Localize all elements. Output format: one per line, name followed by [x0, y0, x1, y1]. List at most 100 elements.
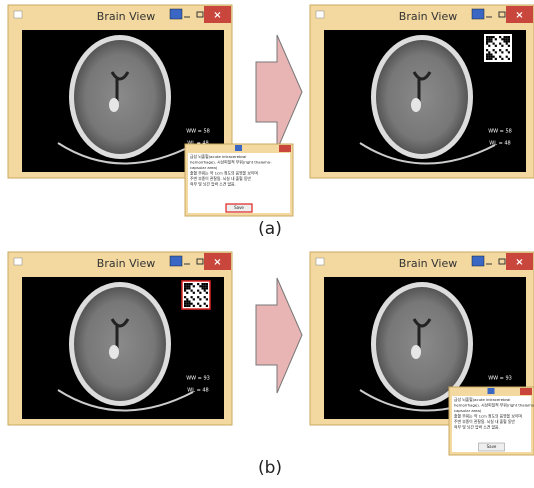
brain — [74, 40, 166, 154]
qr-cell — [206, 298, 208, 300]
figure: Brain View×WW = 58WL = 48Brain View×WW =… — [0, 0, 534, 488]
qr-cell — [199, 285, 201, 287]
qr-cell — [508, 38, 510, 40]
window-title: Brain View — [97, 10, 155, 23]
qr-cell — [506, 56, 508, 58]
dialog-icon — [488, 388, 495, 394]
qr-cell — [186, 285, 188, 287]
qr-cell — [206, 287, 208, 289]
qr-cell — [488, 58, 490, 60]
qr-cell — [493, 56, 495, 58]
close-glyph: × — [213, 257, 221, 268]
arrow — [256, 278, 302, 393]
qr-cell — [186, 300, 188, 302]
qr-cell — [490, 38, 492, 40]
qr-cell — [193, 292, 195, 294]
hemorrhage — [109, 98, 119, 112]
qr-cell — [499, 36, 501, 38]
qr-cell — [503, 40, 505, 42]
close-glyph: × — [213, 10, 221, 21]
window-title: Brain View — [97, 257, 155, 270]
qr-cell — [204, 285, 206, 287]
qr-cell — [184, 305, 186, 307]
qr-cell — [499, 56, 501, 58]
qr-cell — [188, 300, 190, 302]
window-icon — [14, 11, 22, 18]
qr-cell — [506, 40, 508, 42]
qr-cell — [199, 292, 201, 294]
qr-cell — [206, 285, 208, 287]
dialog-close[interactable] — [520, 388, 532, 395]
qr-cell — [501, 51, 503, 53]
qr-cell — [206, 305, 208, 307]
window-icon — [316, 11, 324, 18]
brain — [376, 40, 468, 154]
qr-cell — [184, 296, 186, 298]
qr-cell — [193, 285, 195, 287]
arrow — [256, 35, 302, 150]
qr-cell — [191, 290, 193, 292]
qr-cell — [188, 303, 190, 305]
qr-cell — [501, 38, 503, 40]
qr-cell — [204, 283, 206, 285]
qr-cell — [499, 49, 501, 51]
dialog-icon — [235, 145, 242, 151]
qr-cell — [488, 53, 490, 55]
qr-cell — [508, 51, 510, 53]
qr-cell — [204, 303, 206, 305]
qr-cell — [204, 287, 206, 289]
dialog: 급성 뇌출혈(acute intracerebralhemorrhage). 시… — [185, 144, 293, 216]
qr-cell — [506, 43, 508, 45]
qr-cell — [490, 40, 492, 42]
hemorrhage — [411, 345, 421, 359]
qr-cell — [197, 296, 199, 298]
qr-cell — [490, 53, 492, 55]
qr-cell — [186, 287, 188, 289]
qr-cell — [495, 45, 497, 47]
qr-cell — [486, 40, 488, 42]
qr-cell — [486, 53, 488, 55]
qr-cell — [184, 283, 186, 285]
qr-cell — [206, 283, 208, 285]
close-glyph: × — [515, 257, 523, 268]
qr-cell — [490, 58, 492, 60]
window-icon — [316, 258, 324, 265]
qr-cell — [488, 45, 490, 47]
qr-cell — [186, 292, 188, 294]
title-icon — [472, 9, 484, 19]
dialog-close[interactable] — [279, 145, 291, 152]
dialog-text: hemorrhage). 시상피질적 부위(right thalamo- — [454, 403, 534, 408]
qr-cell — [201, 283, 203, 285]
qr-cell — [508, 58, 510, 60]
qr-cell — [493, 36, 495, 38]
qr-cell — [184, 303, 186, 305]
qr-cell — [495, 51, 497, 53]
window-title: Brain View — [399, 10, 457, 23]
qr-cell — [191, 303, 193, 305]
hemorrhage — [109, 345, 119, 359]
qr-cell — [490, 56, 492, 58]
dialog-text: 주변 부종이 관찰됨. 뇌실 내 출혈 동반 — [454, 419, 515, 424]
qr-cell — [490, 36, 492, 38]
hemorrhage — [411, 98, 421, 112]
qr-cell — [486, 36, 488, 38]
qr-cell — [503, 38, 505, 40]
qr-cell — [188, 305, 190, 307]
qr-cell — [191, 283, 193, 285]
qr-cell — [508, 45, 510, 47]
qr-cell — [503, 36, 505, 38]
qr-cell — [486, 56, 488, 58]
qr-cell — [199, 298, 201, 300]
qr-cell — [199, 305, 201, 307]
qr-cell — [488, 38, 490, 40]
qr-cell — [184, 300, 186, 302]
qr-cell — [486, 49, 488, 51]
window-width: WW = 58 — [186, 129, 210, 135]
dialog-text: 출혈 부위는 약 1cm 정도의 음영을 보이며 — [190, 171, 258, 176]
window-icon — [14, 258, 22, 265]
qr-cell — [488, 56, 490, 58]
window-level: WL = 48 — [187, 388, 208, 394]
save-label: Save — [234, 205, 244, 210]
dialog-text: 여부 및 뇌간 압박 소견 없음. — [454, 425, 500, 430]
window: Brain View×WW = 58WL = 48 — [310, 5, 534, 178]
